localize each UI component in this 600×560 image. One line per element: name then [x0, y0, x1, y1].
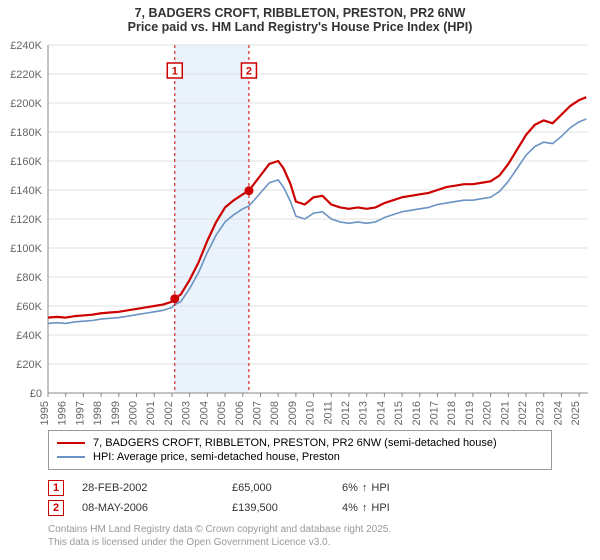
svg-text:2003: 2003	[181, 401, 193, 425]
svg-text:1995: 1995	[39, 401, 51, 425]
svg-text:2004: 2004	[198, 401, 210, 425]
svg-text:1999: 1999	[110, 401, 122, 425]
transaction-row: 2 08-MAY-2006£139,5004% ↑ HPI	[48, 500, 552, 516]
transaction-price: £65,000	[232, 482, 342, 494]
chart-area: £0 £20K £40K £60K £80K £100K £120K £140K £160K £1…	[0, 40, 600, 425]
legend-row: 7, BADGERS CROFT, RIBBLETON, PRESTON, PR…	[57, 437, 543, 449]
legend: 7, BADGERS CROFT, RIBBLETON, PRESTON, PR…	[48, 430, 552, 470]
transaction-marker: 2	[48, 500, 64, 516]
chart-container: 7, BADGERS CROFT, RIBBLETON, PRESTON, PR…	[0, 0, 600, 560]
legend-swatch	[57, 442, 85, 444]
transaction-date: 08-MAY-2006	[82, 502, 232, 514]
svg-text:1: 1	[172, 66, 178, 78]
transaction-marker: 1	[48, 480, 64, 496]
svg-text:£220K: £220K	[10, 69, 42, 81]
svg-text:2011: 2011	[322, 401, 334, 425]
transactions-table: 1 28-FEB-2002£65,0006% ↑ HPI 2 08-MAY-2006£…	[48, 476, 552, 520]
svg-text:1998: 1998	[92, 401, 104, 425]
copyright-notice: Contains HM Land Registry data © Crown c…	[48, 524, 552, 549]
legend-label: 7, BADGERS CROFT, RIBBLETON, PRESTON, PR…	[93, 437, 497, 449]
svg-text:£100K: £100K	[10, 243, 42, 255]
svg-text:£160K: £160K	[10, 156, 42, 168]
svg-text:£200K: £200K	[10, 98, 42, 110]
svg-text:2020: 2020	[482, 401, 494, 425]
svg-text:£80K: £80K	[16, 272, 42, 284]
transaction-change: 4% ↑ HPI	[342, 502, 390, 514]
svg-text:2007: 2007	[251, 401, 263, 425]
svg-text:2008: 2008	[269, 401, 281, 425]
title-line-2: Price paid vs. HM Land Registry's House …	[10, 20, 590, 34]
svg-text:2024: 2024	[552, 401, 564, 425]
svg-text:£140K: £140K	[10, 185, 42, 197]
svg-text:2012: 2012	[340, 401, 352, 425]
up-arrow-icon: ↑	[362, 502, 368, 514]
copyright-line-2: This data is licensed under the Open Gov…	[48, 537, 552, 550]
svg-text:1997: 1997	[74, 401, 86, 425]
svg-text:£20K: £20K	[16, 359, 42, 371]
transaction-price: £139,500	[232, 502, 342, 514]
svg-text:2016: 2016	[411, 401, 423, 425]
title-block: 7, BADGERS CROFT, RIBBLETON, PRESTON, PR…	[0, 0, 600, 36]
svg-text:2021: 2021	[499, 401, 511, 425]
legend-row: HPI: Average price, semi-detached house,…	[57, 451, 543, 463]
svg-text:2018: 2018	[446, 401, 458, 425]
transaction-date: 28-FEB-2002	[82, 482, 232, 494]
legend-label: HPI: Average price, semi-detached house,…	[93, 451, 340, 463]
svg-text:1996: 1996	[57, 401, 69, 425]
svg-text:2019: 2019	[464, 401, 476, 425]
svg-text:£0: £0	[30, 388, 42, 400]
up-arrow-icon: ↑	[362, 482, 368, 494]
svg-text:£40K: £40K	[16, 330, 42, 342]
svg-text:2025: 2025	[570, 401, 582, 425]
svg-text:2022: 2022	[517, 401, 529, 425]
svg-text:2017: 2017	[429, 401, 441, 425]
svg-text:2014: 2014	[375, 401, 387, 425]
title-line-1: 7, BADGERS CROFT, RIBBLETON, PRESTON, PR…	[10, 6, 590, 20]
svg-text:2: 2	[246, 66, 252, 78]
transaction-row: 1 28-FEB-2002£65,0006% ↑ HPI	[48, 480, 552, 496]
svg-text:2013: 2013	[358, 401, 370, 425]
svg-text:2000: 2000	[128, 401, 140, 425]
svg-text:2001: 2001	[145, 401, 157, 425]
svg-text:2006: 2006	[234, 401, 246, 425]
svg-text:2002: 2002	[163, 401, 175, 425]
svg-text:2023: 2023	[535, 401, 547, 425]
line-chart-svg: £0 £20K £40K £60K £80K £100K £120K £140K £160K £1…	[0, 40, 600, 425]
copyright-line-1: Contains HM Land Registry data © Crown c…	[48, 524, 552, 537]
legend-swatch	[57, 456, 85, 458]
svg-text:2009: 2009	[287, 401, 299, 425]
svg-text:£120K: £120K	[10, 214, 42, 226]
svg-text:£180K: £180K	[10, 127, 42, 139]
svg-text:£60K: £60K	[16, 301, 42, 313]
svg-text:2005: 2005	[216, 401, 228, 425]
svg-text:2015: 2015	[393, 401, 405, 425]
svg-text:2010: 2010	[305, 401, 317, 425]
transaction-change: 6% ↑ HPI	[342, 482, 390, 494]
svg-text:£240K: £240K	[10, 40, 42, 52]
